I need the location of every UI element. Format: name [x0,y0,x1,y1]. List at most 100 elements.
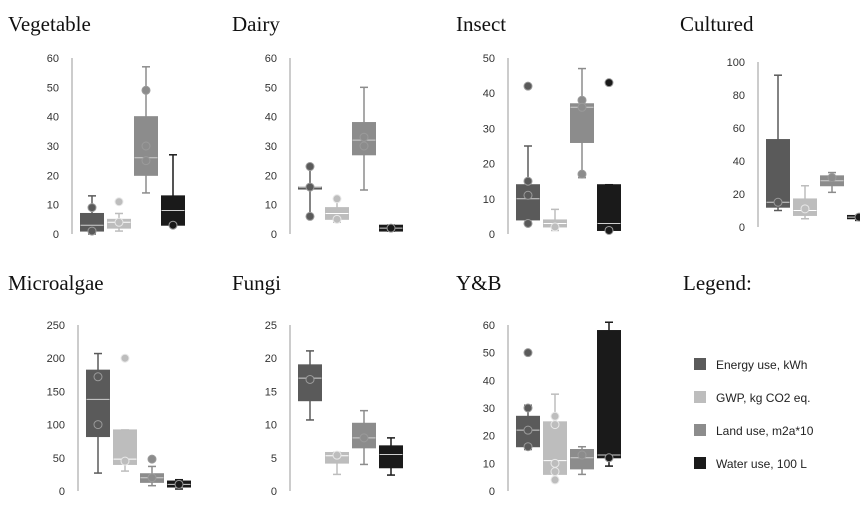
y-tick-label: 40 [265,112,277,124]
y-tick-label: 25 [265,320,277,332]
point-energy [305,211,315,221]
y-tick-label: 50 [265,82,277,94]
y-tick-label: 60 [733,123,745,135]
point-gwp [550,411,560,421]
panel-title: Y&B [456,271,502,295]
point-land [141,141,151,151]
legend-label-gwp: GWP, kg CO2 eq. [716,391,810,405]
y-tick-label: 40 [483,88,495,100]
y-tick-label: 0 [59,486,65,498]
y-tick-label: 20 [265,170,277,182]
point-energy [523,190,533,200]
y-tick-label: 10 [483,194,495,206]
point-land [577,169,587,179]
point-land [359,141,369,151]
point-gwp [550,420,560,430]
panel-3: Cultured 0 20 40 60 80 100 [680,12,860,234]
y-tick-label: 50 [483,348,495,360]
y-tick-label: 0 [53,229,59,241]
y-tick-label: 40 [47,112,59,124]
point-gwp [332,214,342,224]
y-tick-label: 200 [47,353,65,365]
y-tick-label: 100 [727,57,745,69]
y-tick-label: 20 [265,353,277,365]
panel-title: Dairy [232,12,280,36]
point-energy [523,425,533,435]
point-energy [523,442,533,452]
point-land [141,85,151,95]
point-gwp [550,467,560,477]
point-water [168,220,178,230]
legend-label-energy: Energy use, kWh [716,358,807,372]
point-energy [87,226,97,236]
y-tick-label: 10 [47,200,59,212]
point-energy [523,81,533,91]
point-gwp [120,353,130,363]
y-tick-label: 100 [47,420,65,432]
point-energy [93,372,103,382]
y-tick-label: 10 [483,458,495,470]
point-energy [773,197,783,207]
y-tick-label: 250 [47,320,65,332]
point-energy [305,182,315,192]
panel-5: Fungi 0 5 10 15 20 25 [232,271,403,498]
legend-swatch-water [694,457,706,469]
point-energy [87,203,97,213]
legend: Legend: Energy use, kWh GWP, kg CO2 eq. … [683,271,814,471]
y-tick-label: 20 [483,431,495,443]
y-tick-label: 30 [483,123,495,135]
legend-label-land: Land use, m2a*10 [716,424,814,438]
y-tick-label: 0 [489,486,495,498]
box-energy [86,369,110,438]
panel-1: Dairy 0 10 20 30 40 50 60 [232,12,403,241]
y-tick-label: 50 [53,453,65,465]
point-land [141,156,151,166]
point-energy [305,374,315,384]
point-gwp [120,456,130,466]
legend-label-water: Water use, 100 L [716,457,807,471]
panel-6: Y&B 0 10 20 30 40 50 60 [456,271,621,498]
box-energy [766,139,790,208]
y-tick-label: 40 [483,375,495,387]
point-water [174,479,184,489]
box-water [379,445,403,469]
panel-title: Microalgae [8,271,104,295]
point-gwp [114,197,124,207]
y-tick-label: 40 [733,156,745,168]
point-gwp [114,217,124,227]
point-energy [523,348,533,358]
point-land [827,173,837,182]
point-energy [523,403,533,413]
panel-4: Microalgae 0 50 100 150 200 250 [8,271,191,498]
y-tick-label: 60 [265,53,277,65]
point-land [577,450,587,460]
legend-swatch-gwp [694,391,706,403]
point-gwp [332,194,342,204]
y-tick-label: 5 [271,453,277,465]
point-gwp [550,222,560,232]
y-tick-label: 0 [489,229,495,241]
y-tick-label: 10 [265,200,277,212]
point-water [604,78,614,88]
point-land [147,454,157,464]
y-tick-label: 20 [733,189,745,201]
point-water [386,223,396,233]
y-tick-label: 50 [483,53,495,65]
panel-title: Fungi [232,271,281,295]
box-water [597,330,621,459]
y-tick-label: 0 [271,486,277,498]
y-tick-label: 30 [265,141,277,153]
panel-2: Insect 0 10 20 30 40 50 [456,12,621,241]
y-tick-label: 50 [47,82,59,94]
point-land [359,433,369,443]
point-water [604,225,614,235]
legend-title: Legend: [683,271,752,295]
panel-title: Cultured [680,12,754,36]
y-tick-label: 60 [47,53,59,65]
y-tick-label: 0 [271,229,277,241]
point-water [854,212,860,222]
point-gwp [800,204,810,214]
legend-swatch-energy [694,358,706,370]
point-land [577,102,587,112]
